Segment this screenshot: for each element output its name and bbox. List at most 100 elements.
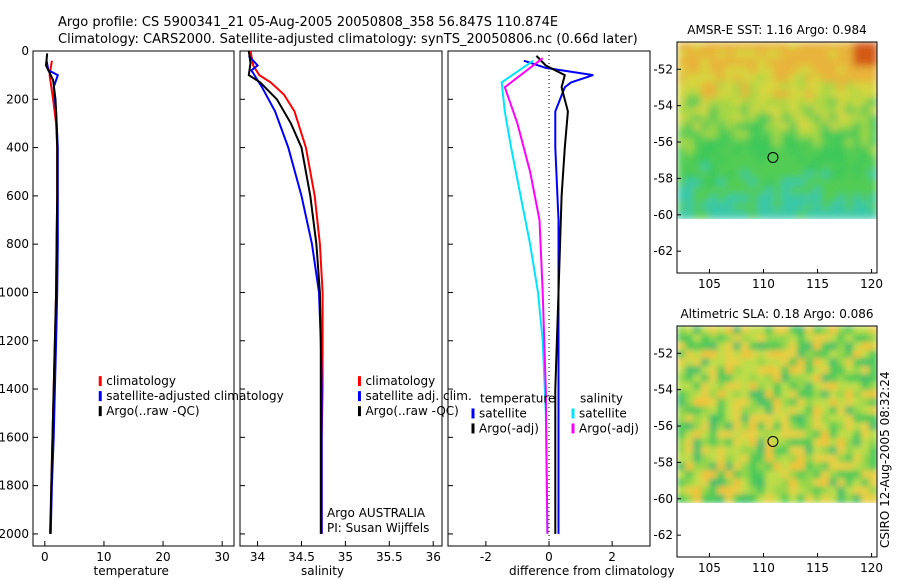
- heatmap-cell: [773, 478, 782, 488]
- heatmap-cell: [837, 130, 846, 140]
- heatmap-cell: [853, 430, 862, 440]
- series-line: [249, 50, 324, 534]
- heatmap-cell: [773, 202, 782, 212]
- heatmap-cell: [749, 90, 758, 100]
- heatmap-cell: [677, 334, 686, 343]
- heatmap-cell: [773, 350, 782, 360]
- heatmap-cell: [853, 178, 862, 188]
- heatmap-cell: [837, 438, 846, 448]
- heatmap-cell: [677, 494, 686, 503]
- heatmap-cell: [789, 430, 798, 440]
- heatmap-cell: [837, 154, 846, 164]
- map-frame: [676, 325, 878, 558]
- heatmap-cell: [741, 82, 750, 92]
- heatmap-cell: [813, 470, 822, 480]
- heatmap-cell: [757, 162, 766, 172]
- heatmap-cell: [709, 74, 718, 84]
- heatmap-cell: [813, 390, 822, 400]
- heatmap-cell: [765, 90, 774, 100]
- heatmap-cell: [685, 326, 694, 335]
- heatmap-cell: [773, 334, 782, 343]
- heatmap-cell: [861, 58, 870, 67]
- heatmap-cell: [733, 438, 742, 448]
- heatmap-cell: [725, 494, 734, 503]
- heatmap-cell: [845, 438, 854, 448]
- heatmap-cell: [709, 202, 718, 212]
- heatmap-cell: [677, 422, 686, 432]
- heatmap-cell: [861, 178, 870, 188]
- heatmap-cell: [685, 446, 694, 456]
- y-tick-label: 600: [6, 189, 29, 203]
- heatmap-cell: [797, 202, 806, 212]
- heatmap-cell: [773, 162, 782, 172]
- heatmap-cell: [765, 130, 774, 140]
- heatmap-cell: [773, 414, 782, 424]
- heatmap-cell: [749, 358, 758, 368]
- heatmap-cell: [693, 414, 702, 424]
- heatmap-cell: [693, 74, 702, 84]
- y-tick-label: 0: [21, 44, 29, 58]
- heatmap-cell: [805, 42, 814, 51]
- heatmap-cell: [845, 82, 854, 92]
- heatmap-cell: [805, 162, 814, 172]
- heatmap-cell: [829, 186, 838, 196]
- heatmap-cell: [829, 210, 838, 219]
- heatmap-cell: [757, 358, 766, 368]
- heatmap-cell: [829, 494, 838, 503]
- heatmap-cell: [861, 194, 870, 204]
- heatmap-cell: [853, 470, 862, 480]
- heatmap-cell: [757, 210, 766, 219]
- heatmap-cell: [685, 486, 694, 496]
- heatmap-cell: [733, 382, 742, 392]
- heatmap-cell: [749, 326, 758, 335]
- heatmap-cell: [725, 446, 734, 456]
- heatmap-cell: [685, 66, 694, 76]
- heatmap-cell: [789, 58, 798, 67]
- y-tick-label: -62: [653, 528, 673, 542]
- x-tick-label: 0: [41, 550, 49, 564]
- heatmap-cell: [749, 414, 758, 424]
- heatmap-cell: [821, 494, 830, 503]
- heatmap-cell: [693, 98, 702, 108]
- heatmap-cell: [757, 366, 766, 376]
- heatmap-cell: [773, 82, 782, 92]
- heatmap-cell: [853, 446, 862, 456]
- heatmap-cell: [829, 382, 838, 392]
- heatmap-cell: [741, 438, 750, 448]
- heatmap-cell: [717, 210, 726, 219]
- heatmap-cell: [813, 478, 822, 488]
- plot-frame: [239, 50, 443, 547]
- map-title: Altimetric SLA: 0.18 Argo: 0.086: [680, 307, 873, 321]
- heatmap-cell: [789, 358, 798, 368]
- heatmap-cell: [717, 138, 726, 148]
- heatmap-cell: [813, 202, 822, 212]
- heatmap-cell: [677, 478, 686, 488]
- heatmap-cell: [741, 106, 750, 116]
- heatmap-cell: [773, 358, 782, 368]
- heatmap-cell: [837, 178, 846, 188]
- heatmap-cell: [853, 114, 862, 124]
- heatmap-cell: [789, 342, 798, 351]
- heatmap-cell: [733, 422, 742, 432]
- heatmap-cell: [845, 178, 854, 188]
- heatmap-cell: [821, 334, 830, 343]
- heatmap-cell: [813, 50, 822, 59]
- heatmap-cell: [725, 130, 734, 140]
- heatmap-cell: [805, 50, 814, 59]
- heatmap-cell: [733, 358, 742, 368]
- heatmap-cell: [733, 446, 742, 456]
- heatmap-cell: [837, 406, 846, 416]
- heatmap-cell: [789, 170, 798, 180]
- heatmap-cell: [837, 382, 846, 392]
- heatmap-cell: [853, 382, 862, 392]
- heatmap-cell: [869, 74, 877, 84]
- heatmap-cell: [781, 74, 790, 84]
- heatmap-cell: [701, 98, 710, 108]
- heatmap-cell: [813, 350, 822, 360]
- heatmap-cell: [717, 430, 726, 440]
- heatmap-cell: [813, 486, 822, 496]
- heatmap-cell: [733, 430, 742, 440]
- heatmap-cell: [853, 358, 862, 368]
- heatmap-cell: [813, 98, 822, 108]
- heatmap-cell: [757, 50, 766, 59]
